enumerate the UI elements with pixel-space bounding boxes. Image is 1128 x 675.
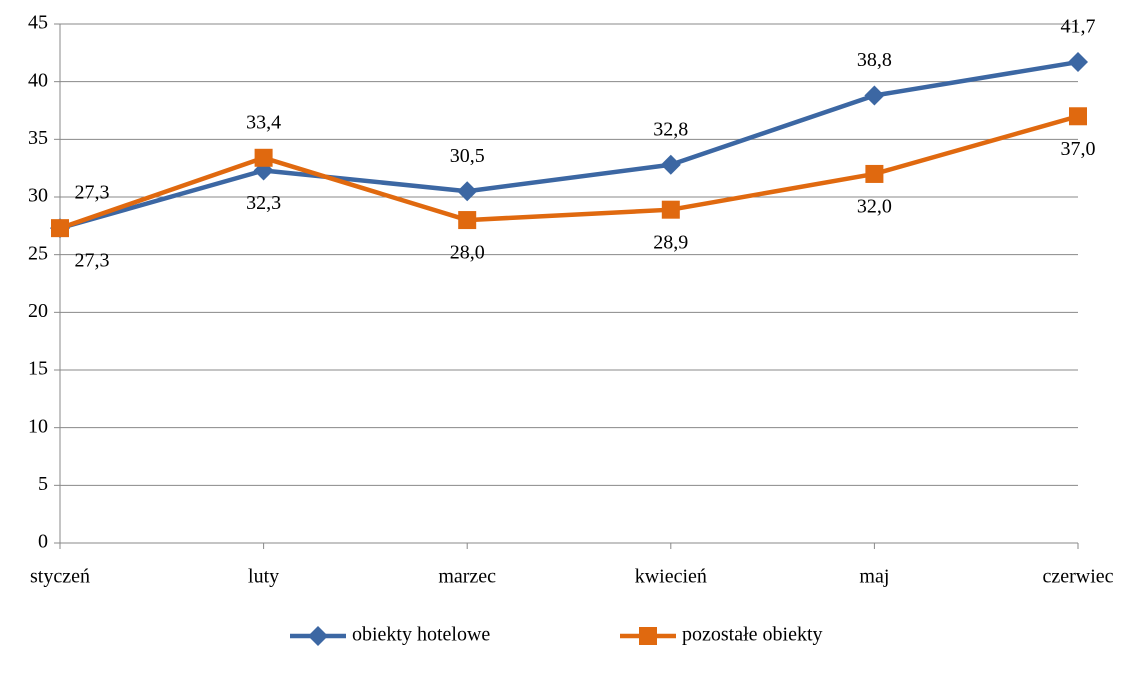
x-tick-label: marzec: [438, 566, 496, 588]
data-point: [51, 219, 69, 238]
legend-marker: [308, 626, 328, 646]
legend-marker: [639, 627, 657, 645]
data-point: [458, 211, 477, 230]
y-tick-label: 35: [28, 127, 48, 149]
y-tick-label: 25: [28, 242, 48, 264]
data-point: [660, 154, 681, 175]
x-tick-label: luty: [248, 566, 279, 588]
y-tick-label: 15: [28, 358, 48, 380]
data-label: 27,3: [75, 182, 110, 204]
series-line: [59, 59, 1079, 231]
x-tick-label: styczeń: [30, 566, 90, 588]
data-label: 41,7: [1061, 16, 1096, 38]
y-tick-label: 45: [28, 12, 48, 34]
x-tick-label: czerwiec: [1042, 566, 1113, 588]
data-point: [864, 85, 885, 106]
x-tick-label: maj: [859, 566, 889, 588]
data-point: [661, 200, 680, 219]
data-point: [1069, 107, 1087, 126]
y-tick-label: 30: [28, 185, 48, 207]
y-tick-label: 20: [28, 300, 48, 322]
data-label: 32,3: [246, 192, 281, 214]
y-tick-label: 40: [28, 69, 48, 91]
data-label: 30,5: [450, 145, 485, 167]
data-label: 28,0: [450, 242, 485, 264]
y-tick-label: 0: [38, 531, 48, 553]
data-label: 38,8: [857, 49, 892, 71]
legend-label: obiekty hotelowe: [352, 624, 490, 646]
legend-label: pozostałe obiekty: [682, 624, 823, 646]
y-tick-label: 5: [38, 473, 48, 495]
data-label: 32,8: [653, 118, 688, 140]
data-label: 32,0: [857, 196, 892, 218]
y-tick-label: 10: [28, 415, 48, 437]
x-tick-label: kwiecień: [635, 566, 707, 588]
data-point: [254, 148, 273, 167]
data-label: 33,4: [246, 111, 281, 133]
data-point: [1068, 52, 1088, 73]
data-label: 37,0: [1061, 138, 1096, 160]
data-label: 27,3: [75, 250, 110, 272]
series-line: [59, 114, 1079, 231]
data-label: 28,9: [653, 231, 688, 253]
data-point: [865, 164, 884, 183]
data-point: [457, 181, 478, 202]
